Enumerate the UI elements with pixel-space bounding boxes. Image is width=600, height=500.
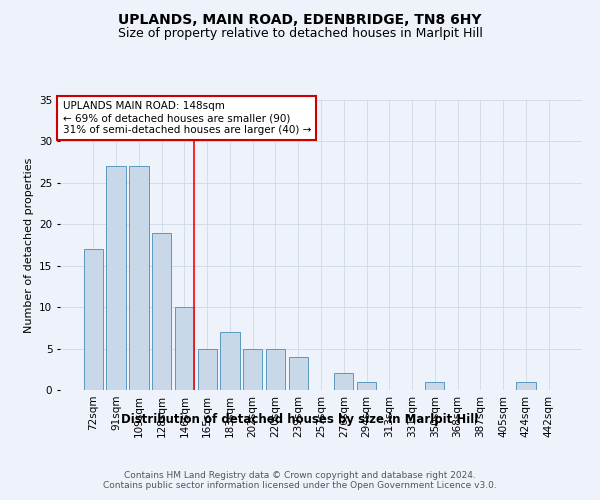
Bar — [197, 348, 217, 390]
Bar — [425, 382, 445, 390]
Bar — [266, 348, 285, 390]
Bar — [129, 166, 149, 390]
Bar — [334, 374, 353, 390]
Text: UPLANDS, MAIN ROAD, EDENBRIDGE, TN8 6HY: UPLANDS, MAIN ROAD, EDENBRIDGE, TN8 6HY — [118, 12, 482, 26]
Y-axis label: Number of detached properties: Number of detached properties — [23, 158, 34, 332]
Bar — [84, 249, 103, 390]
Text: Contains HM Land Registry data © Crown copyright and database right 2024.
Contai: Contains HM Land Registry data © Crown c… — [103, 470, 497, 490]
Text: Size of property relative to detached houses in Marlpit Hill: Size of property relative to detached ho… — [118, 28, 482, 40]
Bar — [106, 166, 126, 390]
Bar — [152, 232, 172, 390]
Bar — [357, 382, 376, 390]
Text: UPLANDS MAIN ROAD: 148sqm
← 69% of detached houses are smaller (90)
31% of semi-: UPLANDS MAIN ROAD: 148sqm ← 69% of detac… — [62, 102, 311, 134]
Bar — [243, 348, 262, 390]
Bar — [289, 357, 308, 390]
Bar — [175, 307, 194, 390]
Text: Distribution of detached houses by size in Marlpit Hill: Distribution of detached houses by size … — [121, 412, 479, 426]
Bar — [220, 332, 239, 390]
Bar — [516, 382, 536, 390]
